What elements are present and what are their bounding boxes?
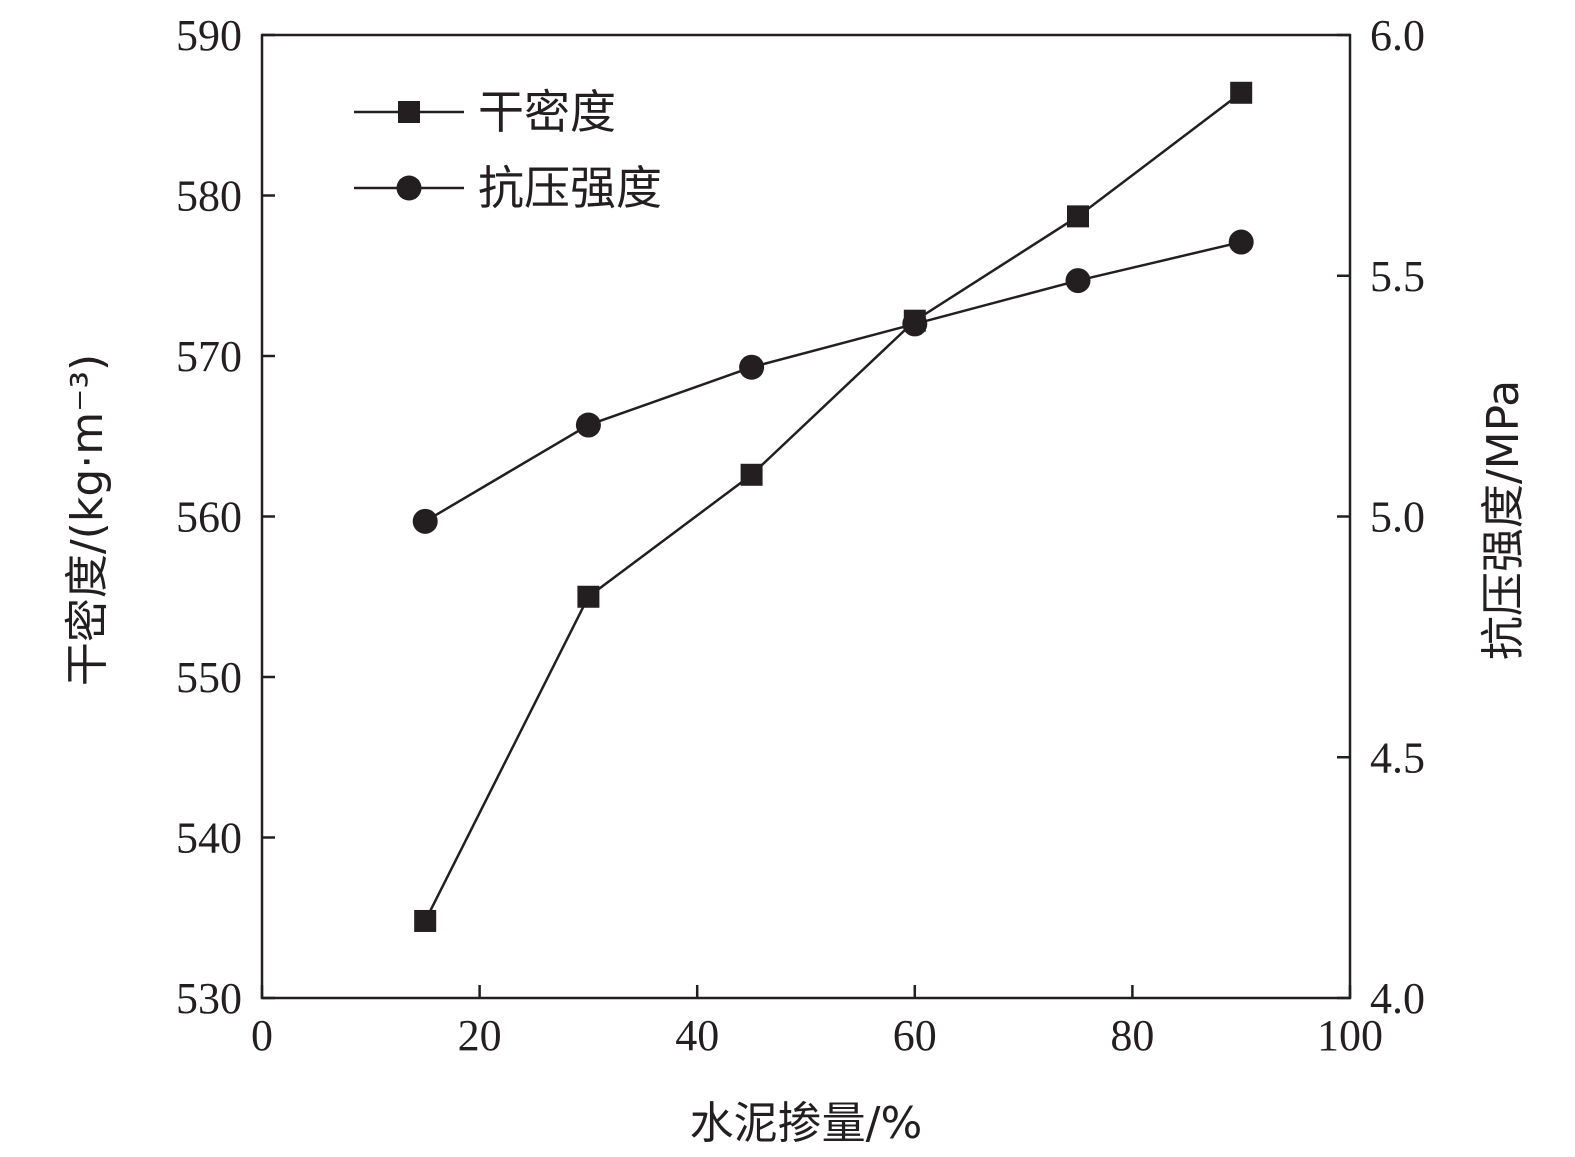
- x-tick-label: 60: [893, 1011, 937, 1060]
- y-right-tick-label: 4.0: [1370, 974, 1425, 1023]
- series-line-0: [424, 91, 1242, 922]
- data-point-circle: [575, 412, 601, 438]
- legend-label: 抗压强度: [478, 161, 662, 215]
- y-left-tick-label: 550: [176, 653, 242, 702]
- x-tick-label: 0: [251, 1011, 273, 1060]
- data-point-square: [414, 909, 437, 932]
- data-point-square: [1230, 81, 1253, 104]
- y-left-tick-label: 530: [176, 974, 242, 1023]
- x-axis: 0 20 40 60 80 100: [251, 985, 1383, 1060]
- y-right-tick-label: 6.0: [1370, 11, 1425, 60]
- data-point-square: [740, 463, 763, 486]
- y-axis-right: 4.0 4.5 5.0 5.5 6.0: [1337, 11, 1425, 1023]
- y-left-tick-label: 570: [176, 332, 242, 381]
- y-left-tick-label: 580: [176, 172, 242, 221]
- y-axis-left-title: 干密度/(kg·m⁻³): [62, 354, 113, 686]
- data-point-square: [1067, 205, 1089, 228]
- y-axis-right-title: 抗压强度/MPa: [1478, 380, 1529, 660]
- data-point-circle: [412, 508, 438, 534]
- data-point-circle: [902, 311, 928, 337]
- x-axis-title: 水泥掺量/%: [690, 1098, 923, 1149]
- data-point-circle: [1228, 229, 1254, 255]
- y-left-tick-label: 590: [176, 11, 242, 60]
- x-tick-label: 20: [458, 1011, 502, 1060]
- data-point-circle: [1065, 268, 1091, 294]
- y-axis-left: 530 540 550 560 570 580 590: [176, 11, 275, 1023]
- legend-label: 干密度: [478, 85, 616, 139]
- y-right-tick-label: 5.0: [1370, 493, 1425, 542]
- legend-marker-circle: [396, 175, 422, 201]
- x-tick-label: 80: [1110, 1011, 1154, 1060]
- data-point-circle: [739, 354, 765, 380]
- y-left-tick-label: 540: [176, 814, 242, 863]
- y-left-tick-label: 560: [176, 493, 242, 542]
- y-right-tick-label: 5.5: [1370, 252, 1425, 301]
- series-line-1: [424, 240, 1242, 523]
- legend-marker-square: [398, 101, 420, 123]
- y-right-tick-label: 4.5: [1370, 733, 1425, 782]
- series-layer: [412, 81, 1254, 932]
- data-point-square: [577, 585, 600, 608]
- x-tick-label: 100: [1317, 1011, 1383, 1060]
- x-tick-label: 40: [675, 1011, 719, 1060]
